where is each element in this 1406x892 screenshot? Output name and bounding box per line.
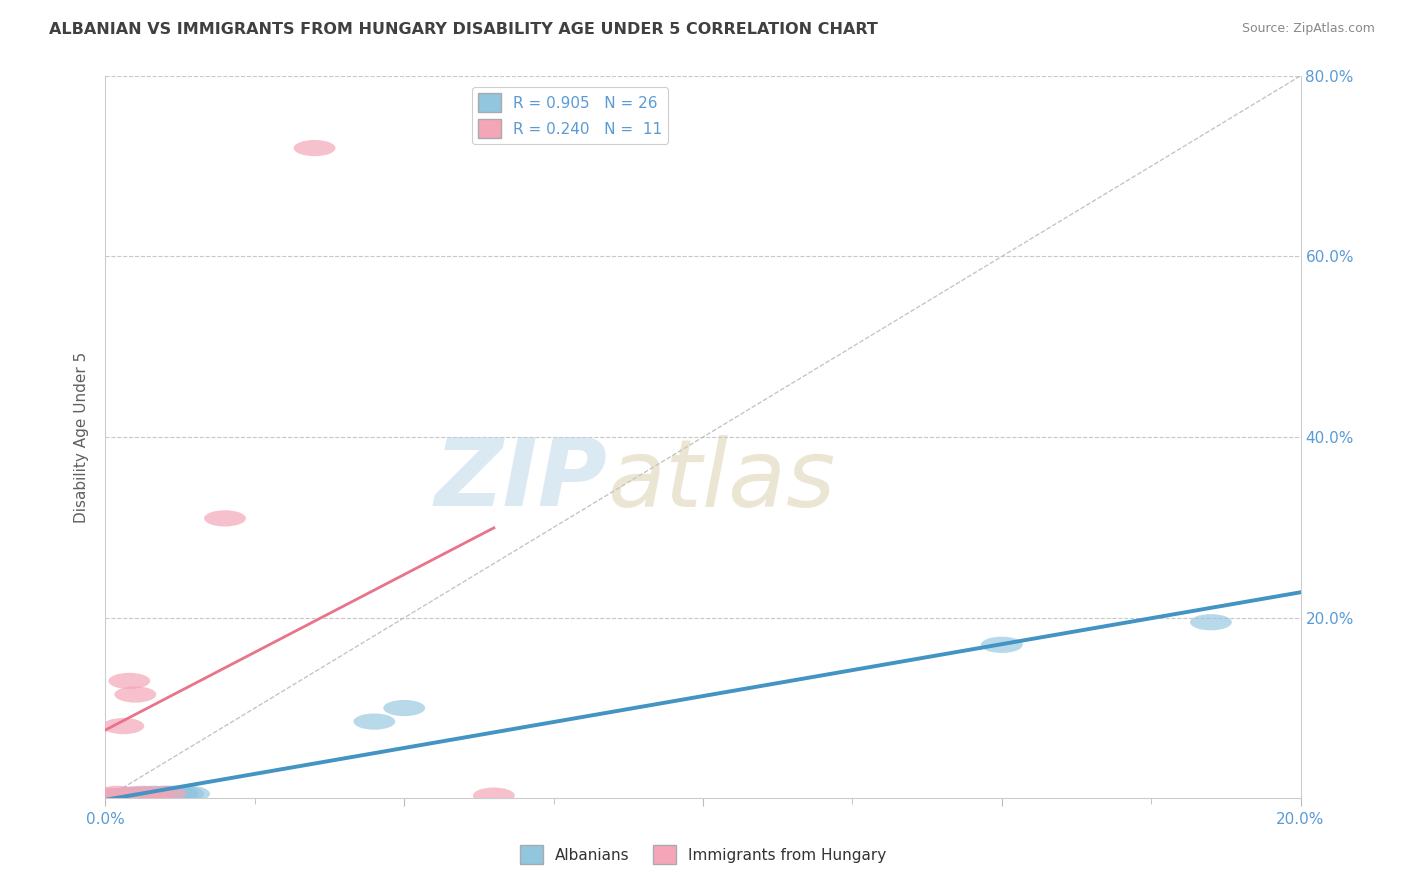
Text: ZIP: ZIP xyxy=(434,434,607,526)
Text: atlas: atlas xyxy=(607,435,835,526)
Text: ALBANIAN VS IMMIGRANTS FROM HUNGARY DISABILITY AGE UNDER 5 CORRELATION CHART: ALBANIAN VS IMMIGRANTS FROM HUNGARY DISA… xyxy=(49,22,879,37)
Y-axis label: Disability Age Under 5: Disability Age Under 5 xyxy=(75,351,90,523)
Text: Source: ZipAtlas.com: Source: ZipAtlas.com xyxy=(1241,22,1375,36)
Legend: Albanians, Immigrants from Hungary: Albanians, Immigrants from Hungary xyxy=(513,839,893,871)
